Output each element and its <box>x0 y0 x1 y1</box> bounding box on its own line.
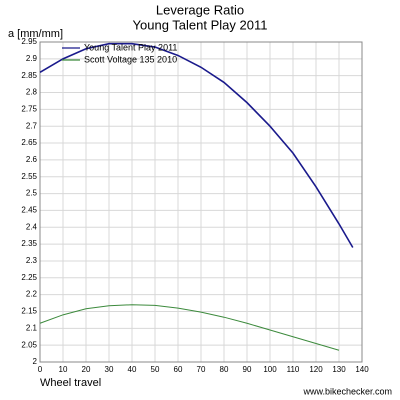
y-tick-label: 2.2 <box>26 290 38 299</box>
y-tick-label: 2.85 <box>21 71 37 80</box>
y-tick-label: 2.3 <box>26 256 38 265</box>
series-line <box>39 42 354 248</box>
y-tick-label: 2.1 <box>26 323 38 332</box>
x-tick-label: 50 <box>151 365 160 374</box>
chart-title: Leverage Ratio <box>156 2 244 17</box>
y-tick-label: 2.4 <box>26 222 38 231</box>
x-tick-label: 90 <box>243 365 252 374</box>
x-tick-label: 80 <box>220 365 229 374</box>
y-tick-label: 2.65 <box>21 138 37 147</box>
y-tick-label: 2.7 <box>26 121 38 130</box>
x-axis-label: Wheel travel <box>40 377 101 389</box>
y-tick-label: 2.6 <box>26 155 38 164</box>
x-tick-label: 40 <box>128 365 137 374</box>
series-line <box>39 304 340 351</box>
x-tick-label: 20 <box>82 365 91 374</box>
y-tick-label: 2.25 <box>21 273 37 282</box>
x-tick-label: 110 <box>287 365 300 374</box>
legend-label: Young Talent Play 2011 <box>84 42 177 52</box>
chart-subtitle: Young Talent Play 2011 <box>133 17 268 32</box>
y-tick-label: 2.8 <box>26 88 38 97</box>
y-tick-label: 2.45 <box>21 206 37 215</box>
footer: www.bikechecker.com <box>302 386 392 396</box>
x-tick-label: 60 <box>174 365 183 374</box>
y-tick-label: 2 <box>33 357 38 366</box>
y-tick-label: 2.55 <box>21 172 37 181</box>
y-tick-label: 2.95 <box>21 37 37 46</box>
plot-frame <box>39 41 363 363</box>
y-tick-label: 2.05 <box>21 340 37 349</box>
y-tick-label: 2.15 <box>21 307 37 316</box>
x-tick-label: 120 <box>309 365 323 374</box>
y-tick-label: 2.9 <box>26 54 38 63</box>
x-tick-label: 70 <box>197 365 206 374</box>
x-tick-label: 0 <box>38 365 43 374</box>
legend-label: Scott Voltage 135 2010 <box>84 54 177 64</box>
x-tick-label: 100 <box>263 365 277 374</box>
y-tick-label: 2.35 <box>21 239 37 248</box>
y-tick-label: 2.5 <box>26 189 38 198</box>
y-axis-label: a [mm/mm] <box>8 28 63 40</box>
x-tick-label: 140 <box>355 365 369 374</box>
x-tick-label: 30 <box>105 365 114 374</box>
y-tick-label: 2.75 <box>21 104 37 113</box>
x-tick-label: 10 <box>59 365 68 374</box>
x-tick-label: 130 <box>332 365 346 374</box>
